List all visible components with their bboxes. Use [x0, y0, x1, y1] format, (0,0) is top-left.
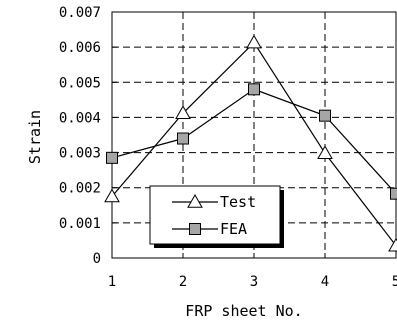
y-tick-label: 0.003: [59, 146, 101, 162]
y-tick-label: 0.002: [59, 181, 101, 197]
y-tick-label: 0.007: [59, 5, 101, 21]
data-point-fea: [390, 187, 397, 200]
x-tick-label: 2: [179, 274, 187, 290]
legend-label: FEA: [220, 220, 247, 238]
series-layer: [104, 34, 397, 252]
legend-marker-square: [189, 223, 201, 235]
data-point-test: [104, 188, 120, 203]
data-point-test: [388, 237, 397, 252]
y-tick-label: 0.004: [59, 110, 101, 126]
legend-marker-triangle: [187, 193, 203, 208]
y-tick-label: 0.005: [59, 75, 101, 91]
y-tick-labels: 0 0.001 0.002 0.003 0.004 0.005 0.006 0.007: [59, 5, 101, 267]
x-tick-label: 1: [108, 274, 116, 290]
series-test: [104, 34, 397, 252]
data-point-fea: [248, 83, 260, 96]
x-tick-label: 5: [392, 274, 397, 290]
data-point-fea: [319, 109, 331, 122]
data-point-test: [246, 34, 262, 49]
legend-item-test: Test: [172, 193, 256, 211]
x-tick-label: 3: [250, 274, 258, 290]
y-axis-title: Strain: [26, 110, 44, 164]
x-tick-labels: 1 2 3 4 5: [108, 274, 397, 290]
legend: Test FEA: [149, 185, 284, 248]
data-point-fea: [106, 151, 118, 164]
x-tick-label: 4: [321, 274, 329, 290]
data-point-test: [175, 105, 191, 119]
y-tick-label: 0.001: [59, 216, 101, 232]
legend-box: [149, 185, 281, 245]
y-tick-label: 0.006: [59, 40, 101, 56]
series-fea: [106, 83, 397, 200]
legend-label: Test: [220, 193, 256, 211]
data-point-test: [317, 145, 333, 160]
data-point-fea: [177, 132, 189, 145]
legend-item-fea: FEA: [172, 220, 247, 238]
x-axis-title: FRP sheet No.: [185, 302, 302, 320]
y-tick-label: 0: [93, 251, 101, 267]
